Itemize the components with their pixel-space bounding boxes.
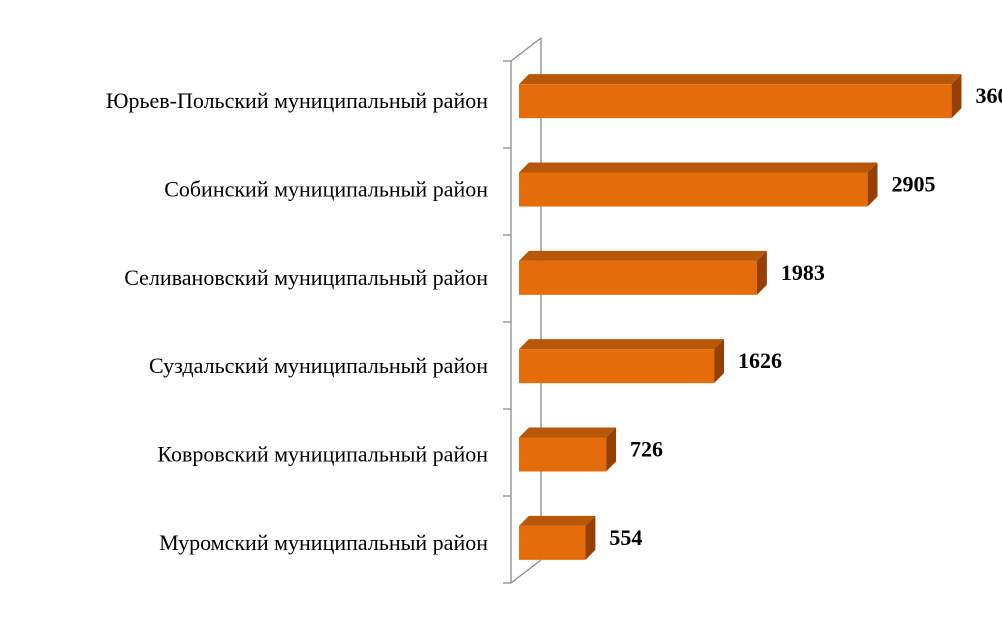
bar bbox=[519, 349, 715, 384]
chart-bars bbox=[519, 74, 962, 560]
bar-side-face bbox=[714, 339, 725, 384]
bar-top-face bbox=[519, 162, 878, 173]
chart-axis bbox=[503, 37, 542, 584]
data-label: 2905 bbox=[892, 172, 936, 197]
bar-side-face bbox=[756, 250, 767, 295]
bar-top-face bbox=[519, 74, 962, 85]
bar-side-face bbox=[585, 515, 596, 560]
bar bbox=[519, 437, 607, 472]
bar bbox=[519, 172, 868, 207]
bar-top-face bbox=[519, 339, 725, 350]
chart-labels: Юрьев-Польский муниципальный район 3605 Со… bbox=[106, 83, 1002, 555]
bar bbox=[519, 525, 586, 560]
bar-side-face bbox=[867, 162, 878, 207]
data-label: 726 bbox=[630, 437, 663, 462]
category-label: Суздальский муниципальный район bbox=[149, 353, 488, 378]
data-label: 1626 bbox=[738, 348, 782, 373]
bar bbox=[519, 84, 952, 119]
axis-top-slant bbox=[510, 37, 542, 62]
axis-bottom-slant bbox=[510, 559, 542, 584]
category-label: Юрьев-Польский муниципальный район bbox=[106, 88, 488, 113]
category-label: Собинский муниципальный район bbox=[164, 177, 488, 202]
bar-top-face bbox=[519, 515, 596, 526]
bar-side-face bbox=[951, 74, 962, 119]
bar-side-face bbox=[606, 427, 617, 472]
data-label: 554 bbox=[609, 525, 642, 550]
category-label: Муромский муниципальный район bbox=[159, 530, 488, 555]
data-label: 3605 bbox=[976, 83, 1002, 108]
bar-top-face bbox=[519, 427, 617, 438]
bar bbox=[519, 260, 757, 295]
data-label: 1983 bbox=[781, 260, 825, 285]
bar-top-face bbox=[519, 250, 767, 261]
category-label: Селивановский муниципальный район bbox=[124, 265, 488, 290]
category-label: Ковровский муниципальный район bbox=[157, 442, 488, 467]
